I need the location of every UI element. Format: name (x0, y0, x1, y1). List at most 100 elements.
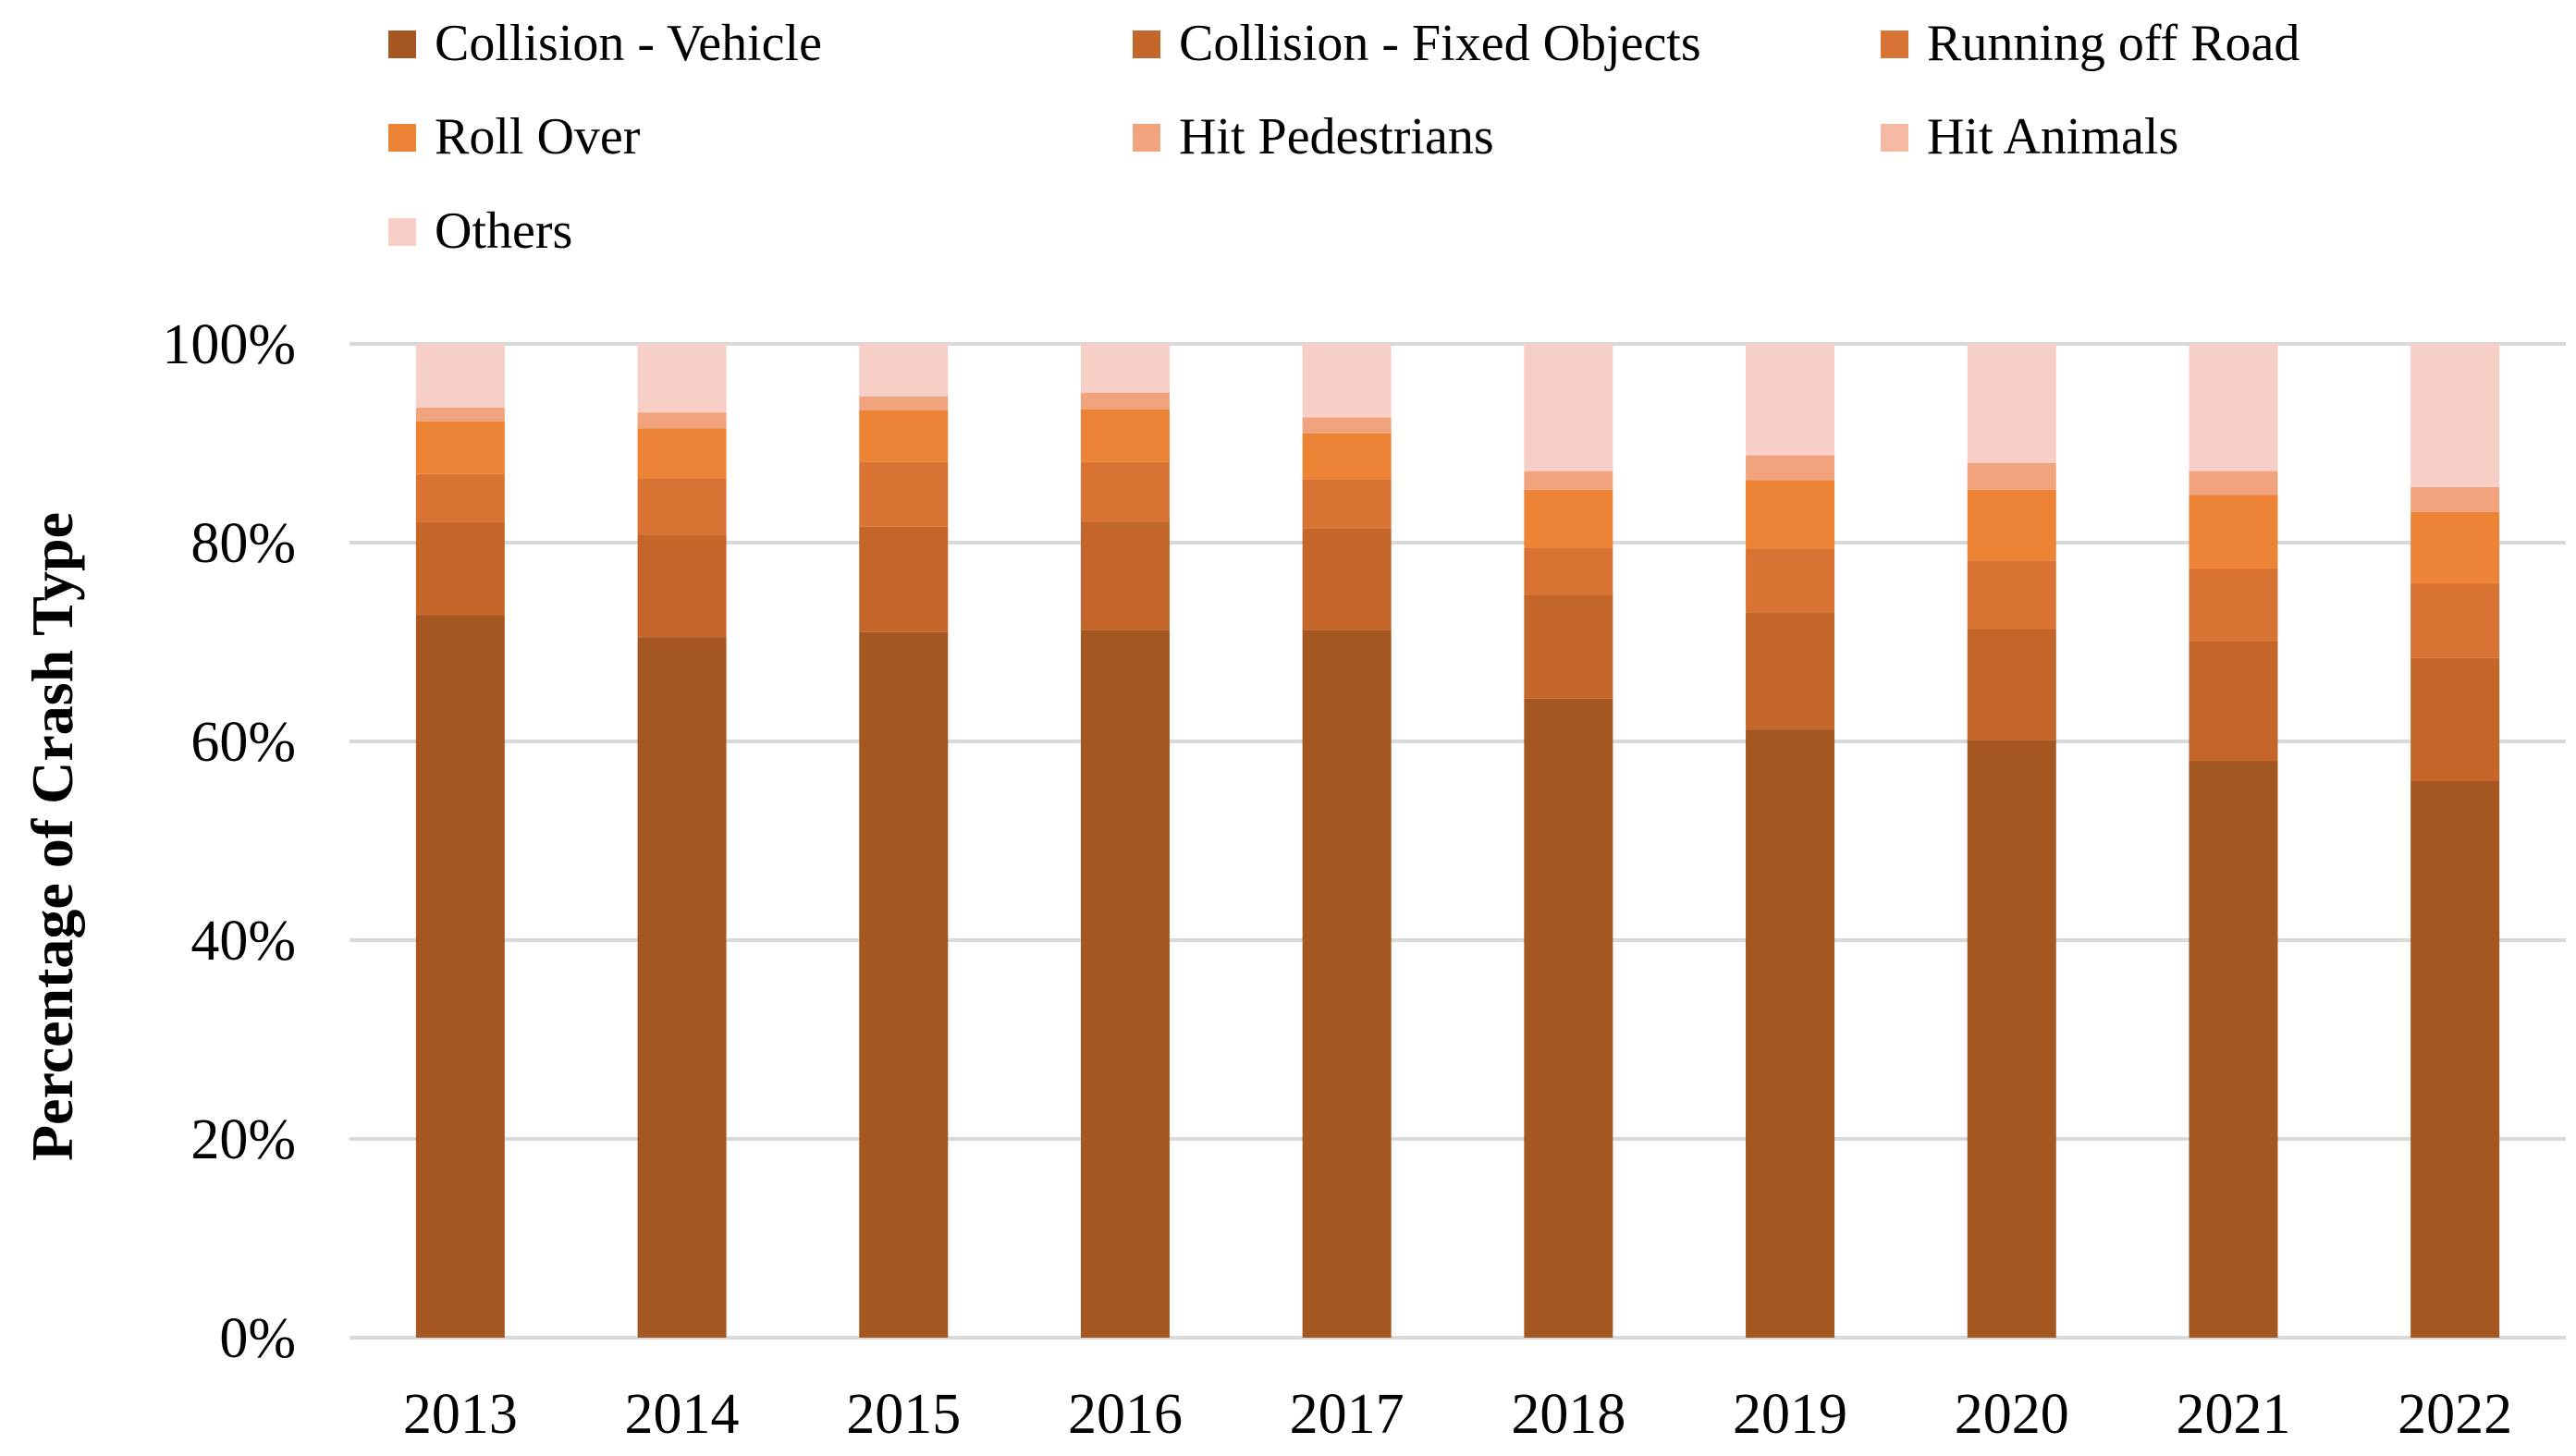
bar-stack-2018 (1524, 344, 1613, 1338)
bar-segment-2015-s2 (859, 461, 949, 527)
x-tick-label: 2021 (2176, 1383, 2290, 1446)
legend: Collision - Vehicle Collision - Fixed Obj… (388, 15, 2300, 260)
bar-segment-2019-s2 (1746, 548, 1835, 613)
bar-segment-2019-s0 (1746, 729, 1835, 1338)
bar-segment-2020-s6 (1967, 344, 2056, 463)
bar-segment-2016-s0 (1080, 630, 1170, 1338)
bar-stack-2020 (1967, 344, 2056, 1338)
bar-segment-2013-s2 (415, 473, 505, 523)
bar-segment-2015-s0 (859, 631, 949, 1338)
x-tick-label: 2016 (1068, 1383, 1183, 1446)
bar-segment-2017-s3 (1302, 433, 1392, 480)
x-tick-label: 2014 (625, 1383, 740, 1446)
bar-segment-2019-s6 (1746, 344, 1835, 456)
bars (415, 344, 2500, 1338)
bar-segment-2013-s1 (415, 522, 505, 616)
legend-swatch (388, 218, 416, 246)
x-tick-label: 2017 (1290, 1383, 1405, 1446)
bar-segment-2021-s3 (2189, 495, 2278, 569)
bar-segment-2022-s2 (2410, 583, 2500, 658)
bar-segment-2017-s4 (1302, 417, 1392, 434)
y-tick-label: 0% (219, 1307, 296, 1370)
bar-segment-2018-s3 (1524, 490, 1613, 548)
bar-segment-2016-s3 (1080, 409, 1170, 462)
bar-segment-2017-s0 (1302, 630, 1392, 1338)
legend-label: Others (435, 202, 572, 260)
x-tick-label: 2020 (1955, 1383, 2069, 1446)
bar-segment-2021-s4 (2189, 471, 2278, 496)
bar-segment-2013-s4 (415, 407, 505, 422)
legend-label: Roll Over (435, 108, 641, 165)
bar-stack-2016 (1080, 344, 1170, 1338)
bar-segment-2013-s0 (415, 615, 505, 1338)
bar-segment-2014-s3 (637, 428, 727, 479)
x-tick-label: 2018 (1511, 1383, 1625, 1446)
bar-segment-2018-s0 (1524, 698, 1613, 1338)
bar-stack-2014 (637, 344, 727, 1338)
bar-segment-2014-s2 (637, 478, 727, 535)
bar-segment-2019-s3 (1746, 480, 1835, 549)
bar-segment-2021-s6 (2189, 344, 2278, 471)
y-tick-label: 60% (190, 711, 296, 774)
bar-segment-2017-s2 (1302, 479, 1392, 529)
bar-segment-2021-s2 (2189, 568, 2278, 642)
legend-swatch (1881, 31, 1908, 58)
bar-segment-2015-s3 (859, 410, 949, 462)
bar-segment-2022-s6 (2410, 344, 2500, 487)
bar-segment-2013-s6 (415, 344, 505, 408)
bar-segment-2020-s2 (1967, 560, 2056, 630)
bar-segment-2014-s0 (637, 637, 727, 1338)
x-tick-label: 2019 (1733, 1383, 1847, 1446)
bar-segment-2022-s3 (2410, 511, 2500, 584)
legend-label: Collision - Fixed Objects (1179, 15, 1701, 72)
legend-swatch (1133, 31, 1160, 58)
bar-segment-2016-s1 (1080, 521, 1170, 630)
bar-segment-2020-s1 (1967, 629, 2056, 740)
legend-label: Hit Animals (1927, 108, 2178, 165)
bar-segment-2018-s1 (1524, 594, 1613, 699)
x-tick-label: 2013 (403, 1383, 518, 1446)
bar-segment-2015-s4 (859, 396, 949, 411)
legend-swatch (388, 124, 416, 152)
bar-segment-2021-s1 (2189, 641, 2278, 762)
bar-segment-2016-s4 (1080, 392, 1170, 410)
bar-segment-2014-s1 (637, 534, 727, 638)
y-tick-label: 40% (190, 910, 296, 973)
bar-stack-2019 (1746, 344, 1835, 1338)
bar-segment-2015-s6 (859, 344, 949, 397)
bar-segment-2022-s4 (2410, 486, 2500, 512)
legend-label: Collision - Vehicle (435, 15, 822, 72)
bar-segment-2013-s3 (415, 421, 505, 474)
bar-segment-2016-s2 (1080, 461, 1170, 522)
bar-segment-2017-s6 (1302, 344, 1392, 418)
axes: 0% 20% 40% 60% 80% 100% 2013 2014 2015 2016 2017 20… (162, 313, 2512, 1446)
bar-stack-2015 (859, 344, 949, 1338)
bar-segment-2015-s1 (859, 526, 949, 632)
bar-stack-2022 (2410, 344, 2500, 1338)
bar-segment-2014-s6 (637, 344, 727, 413)
x-tick-label: 2022 (2398, 1383, 2512, 1446)
legend-swatch (388, 31, 416, 58)
x-tick-label: 2015 (846, 1383, 961, 1446)
bar-segment-2016-s6 (1080, 344, 1170, 393)
y-tick-label: 100% (162, 313, 296, 376)
bar-segment-2021-s0 (2189, 761, 2278, 1338)
bar-segment-2019-s4 (1746, 455, 1835, 481)
bar-segment-2017-s1 (1302, 528, 1392, 630)
bar-segment-2022-s0 (2410, 781, 2500, 1338)
bar-segment-2022-s1 (2410, 657, 2500, 781)
bar-segment-2020-s4 (1967, 463, 2056, 491)
y-tick-label: 20% (190, 1108, 296, 1171)
bar-stack-2013 (415, 344, 505, 1338)
legend-swatch (1133, 124, 1160, 152)
legend-label: Running off Road (1927, 15, 2300, 72)
bar-stack-2017 (1302, 344, 1392, 1338)
y-tick-label: 80% (190, 512, 296, 575)
legend-swatch (1881, 124, 1908, 152)
bar-segment-2014-s4 (637, 412, 727, 429)
bar-segment-2018-s6 (1524, 344, 1613, 471)
bar-segment-2020-s0 (1967, 740, 2056, 1338)
bar-segment-2018-s4 (1524, 471, 1613, 491)
